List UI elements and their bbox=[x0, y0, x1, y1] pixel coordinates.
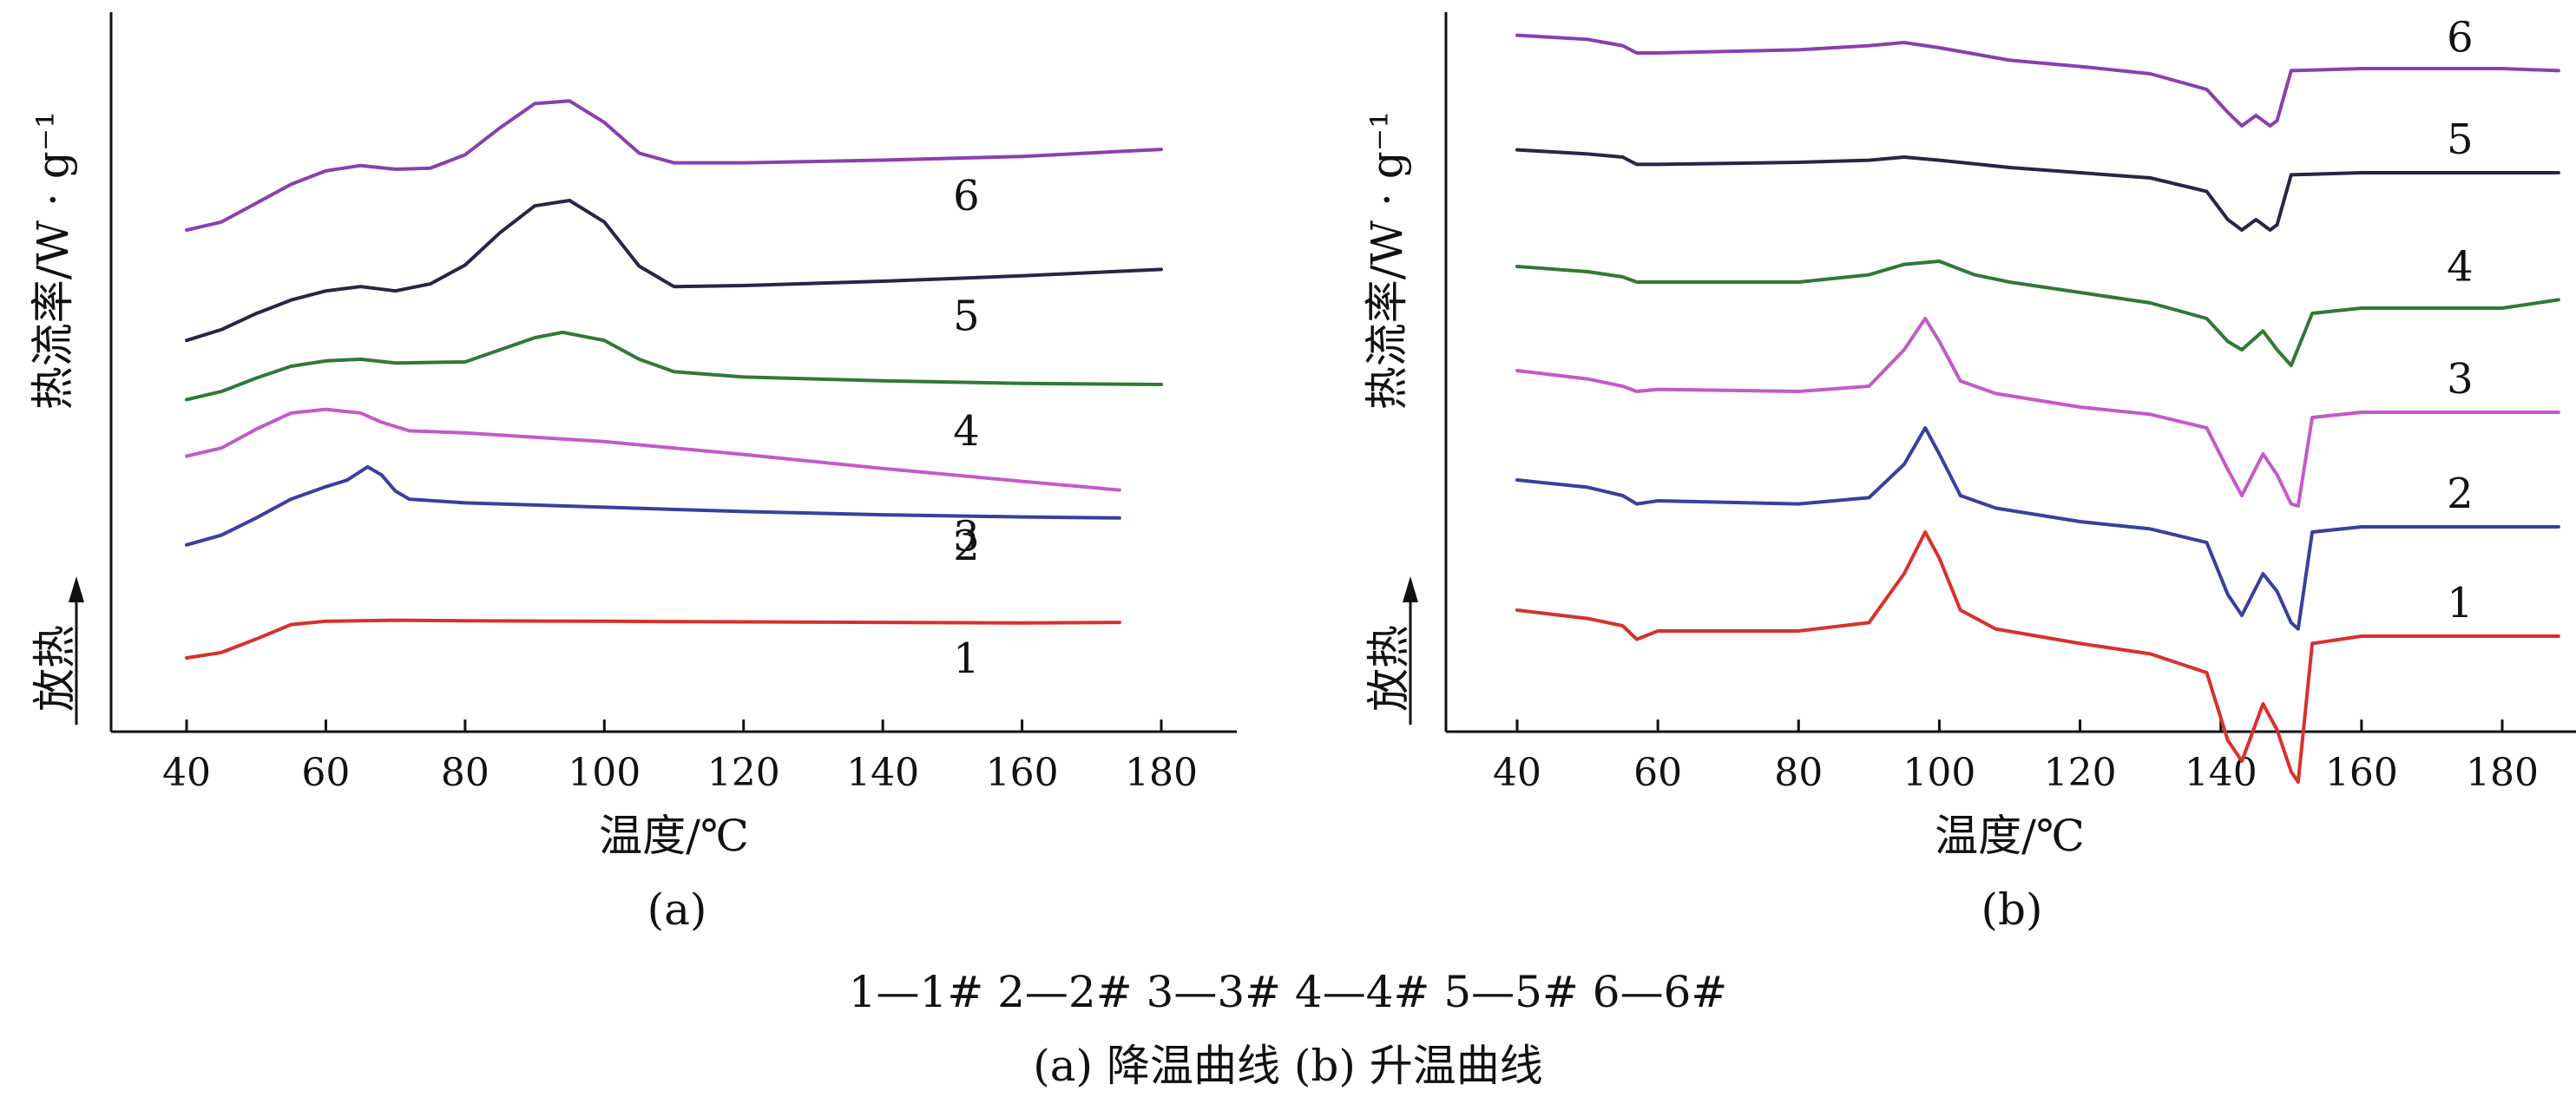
series-label-2: 2 bbox=[2447, 470, 2474, 518]
figure-legend-line: 1—1# 2—2# 3—3# 4—4# 5—5# 6—6# bbox=[849, 967, 1728, 1017]
series-label-1: 1 bbox=[2447, 579, 2474, 628]
x-tick-label: 40 bbox=[1493, 751, 1541, 795]
panel-label: (b) bbox=[1981, 884, 2042, 935]
series-label-6: 6 bbox=[953, 172, 980, 220]
series-line-6 bbox=[185, 99, 1163, 233]
series-line-2 bbox=[1515, 426, 2560, 631]
series-label-3: 3 bbox=[953, 513, 980, 562]
x-tick-label: 160 bbox=[2325, 751, 2398, 795]
x-axis-label: 温度/℃ bbox=[599, 811, 749, 861]
series-line-6 bbox=[1515, 33, 2560, 128]
x-tick-label: 140 bbox=[846, 751, 919, 795]
x-tick-label: 60 bbox=[1633, 751, 1682, 795]
y-axis-label: 热流率/W · g⁻¹ bbox=[1362, 111, 1412, 410]
series-line-3 bbox=[1515, 317, 2560, 508]
x-tick-label: 100 bbox=[568, 751, 641, 795]
x-axis-label: 温度/℃ bbox=[1935, 811, 2085, 861]
exotherm-arrow-head bbox=[69, 576, 84, 602]
series-line-2 bbox=[185, 464, 1121, 547]
y-axis-label: 热流率/W · g⁻¹ bbox=[28, 111, 78, 410]
exotherm-label: 放热 bbox=[30, 625, 80, 712]
x-tick-label: 60 bbox=[301, 751, 350, 795]
x-tick-label: 120 bbox=[707, 751, 780, 795]
panel-label: (a) bbox=[647, 884, 707, 935]
series-line-1 bbox=[1515, 530, 2560, 784]
x-tick-label: 120 bbox=[2044, 751, 2117, 795]
series-label-2: 2 bbox=[953, 522, 980, 570]
series-label-1: 1 bbox=[953, 634, 980, 683]
panel-b-heating-curves: 40 60 80 100 120 140 160 180 温度/℃ 热流率/W · g⁻¹ 放热 (b… bbox=[1362, 12, 2576, 935]
x-tick-label: 100 bbox=[1902, 751, 1975, 795]
series-label-6: 6 bbox=[2447, 13, 2474, 62]
series-line-5 bbox=[185, 199, 1163, 343]
series-line-4 bbox=[1515, 260, 2560, 367]
series-line-4 bbox=[185, 330, 1163, 402]
x-tick-label: 160 bbox=[986, 751, 1059, 795]
x-tick-label: 180 bbox=[1125, 751, 1198, 795]
series-label-4: 4 bbox=[2447, 242, 2474, 291]
series-label-5: 5 bbox=[2447, 115, 2474, 164]
x-tick-label: 80 bbox=[441, 751, 490, 795]
x-tick-label: 180 bbox=[2466, 751, 2539, 795]
x-tick-label: 140 bbox=[2185, 751, 2257, 795]
panel-a-cooling-curves: 40 60 80 100 120 140 160 180 温度/℃ 热流率/W · g⁻¹ 放热 (a… bbox=[28, 12, 1237, 935]
x-tick-label: 40 bbox=[162, 751, 211, 795]
figure-caption: (a) 降温曲线 (b) 升温曲线 bbox=[1033, 1041, 1543, 1091]
exotherm-label: 放热 bbox=[1364, 625, 1414, 712]
series-line-3 bbox=[185, 407, 1121, 492]
exotherm-arrow-head bbox=[1403, 576, 1418, 602]
series-label-5: 5 bbox=[953, 292, 980, 340]
series-line-5 bbox=[1515, 148, 2560, 232]
series-label-4: 4 bbox=[953, 407, 980, 456]
x-tick-label: 80 bbox=[1774, 751, 1823, 795]
series-label-3: 3 bbox=[2447, 355, 2474, 404]
series-line-1 bbox=[185, 618, 1121, 660]
